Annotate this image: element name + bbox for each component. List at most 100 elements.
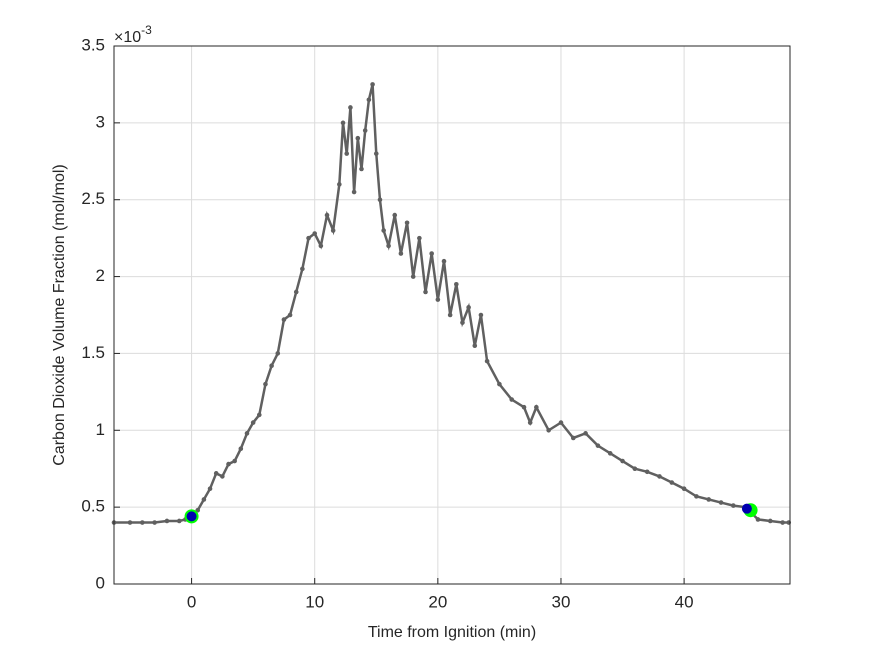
data-point xyxy=(362,128,368,133)
data-point xyxy=(410,274,416,279)
data-point xyxy=(404,220,410,226)
data-point xyxy=(767,518,773,524)
y-axis-label: Carbon Dioxide Volume Fraction (mol/mol) xyxy=(51,164,68,465)
data-point xyxy=(441,258,447,264)
ticks: 0 10 20 30 40 0 0.5 1 1.5 2 2.5 3 3.5 xyxy=(81,35,693,611)
data-point xyxy=(417,235,422,241)
plot xyxy=(111,82,792,525)
data-point xyxy=(460,320,465,325)
data-point xyxy=(140,520,145,525)
data-point xyxy=(287,312,293,318)
data-point xyxy=(429,251,434,256)
data-point xyxy=(201,497,207,502)
data-point xyxy=(366,97,372,103)
data-point xyxy=(423,289,428,295)
y-tick-label: 2.5 xyxy=(81,189,105,208)
data-point xyxy=(373,151,379,156)
data-point xyxy=(330,228,336,233)
data-point xyxy=(226,461,231,467)
data-point xyxy=(478,312,484,318)
x-tick-label: 40 xyxy=(675,592,694,611)
data-point xyxy=(755,517,761,522)
y-tick-label: 3 xyxy=(96,112,105,131)
data-line xyxy=(114,84,789,524)
data-point xyxy=(324,212,330,218)
data-point xyxy=(595,443,601,448)
data-point xyxy=(281,317,287,322)
data-point xyxy=(484,358,490,364)
data-point xyxy=(232,458,237,464)
data-point xyxy=(669,480,675,485)
data-point xyxy=(256,412,262,418)
data-point xyxy=(398,251,404,256)
data-point xyxy=(546,427,551,433)
data-point xyxy=(521,404,527,410)
x-tick-label: 0 xyxy=(187,592,196,611)
y-exponent: ×10-3 xyxy=(114,23,152,46)
data-point xyxy=(269,363,274,369)
data-point xyxy=(207,486,213,491)
data-point xyxy=(731,503,736,508)
data-point xyxy=(340,120,346,126)
data-point xyxy=(263,381,268,387)
data-point xyxy=(694,494,699,499)
data-point xyxy=(275,351,281,356)
data-point xyxy=(657,474,662,479)
data-point xyxy=(570,435,576,441)
data-point xyxy=(644,469,650,475)
data-point xyxy=(312,231,318,236)
y-tick-label: 0.5 xyxy=(81,497,105,516)
grid xyxy=(114,45,790,585)
data-point xyxy=(780,520,785,525)
data-point xyxy=(195,507,201,513)
data-point xyxy=(718,500,724,505)
data-point xyxy=(348,105,353,110)
data-point xyxy=(607,451,613,456)
exponent-power: -3 xyxy=(141,23,152,37)
data-point xyxy=(558,420,564,425)
data-point xyxy=(381,228,386,233)
data-point xyxy=(238,446,244,452)
data-point xyxy=(293,289,299,295)
data-point xyxy=(176,518,182,524)
data-point xyxy=(250,420,256,425)
data-point xyxy=(337,182,342,187)
data-point xyxy=(706,497,712,502)
data-point xyxy=(300,266,305,272)
y-tick-label: 0 xyxy=(96,573,105,592)
data-point xyxy=(306,235,311,241)
axes-box xyxy=(113,45,791,585)
y-tick-label: 2 xyxy=(96,266,105,285)
x-tick-label: 20 xyxy=(428,592,447,611)
data-point xyxy=(527,420,533,425)
data-point xyxy=(509,397,515,402)
x-axis-label: Time from Ignition (min) xyxy=(368,624,536,641)
data-point xyxy=(447,312,453,318)
data-point xyxy=(213,471,219,476)
data-point xyxy=(497,381,502,387)
data-point xyxy=(220,474,225,479)
event-marker xyxy=(741,503,752,514)
data-point xyxy=(466,305,471,310)
data-point xyxy=(318,243,324,249)
data-point xyxy=(351,189,357,195)
data-point xyxy=(534,404,539,410)
data-point xyxy=(386,243,391,249)
y-tick-label: 1 xyxy=(96,420,105,439)
data-point xyxy=(632,466,638,472)
data-point xyxy=(583,431,588,436)
x-tick-label: 30 xyxy=(552,592,571,611)
data-point xyxy=(377,197,383,203)
data-point xyxy=(370,82,375,87)
data-point xyxy=(435,297,441,302)
data-point xyxy=(472,343,478,349)
data-point xyxy=(620,458,625,464)
data-point xyxy=(681,486,687,491)
y-tick-label: 1.5 xyxy=(81,343,105,362)
data-point xyxy=(355,135,361,141)
exponent-base: ×10 xyxy=(114,29,141,46)
data-point xyxy=(392,212,398,218)
data-point xyxy=(454,281,459,287)
data-point xyxy=(359,166,364,172)
